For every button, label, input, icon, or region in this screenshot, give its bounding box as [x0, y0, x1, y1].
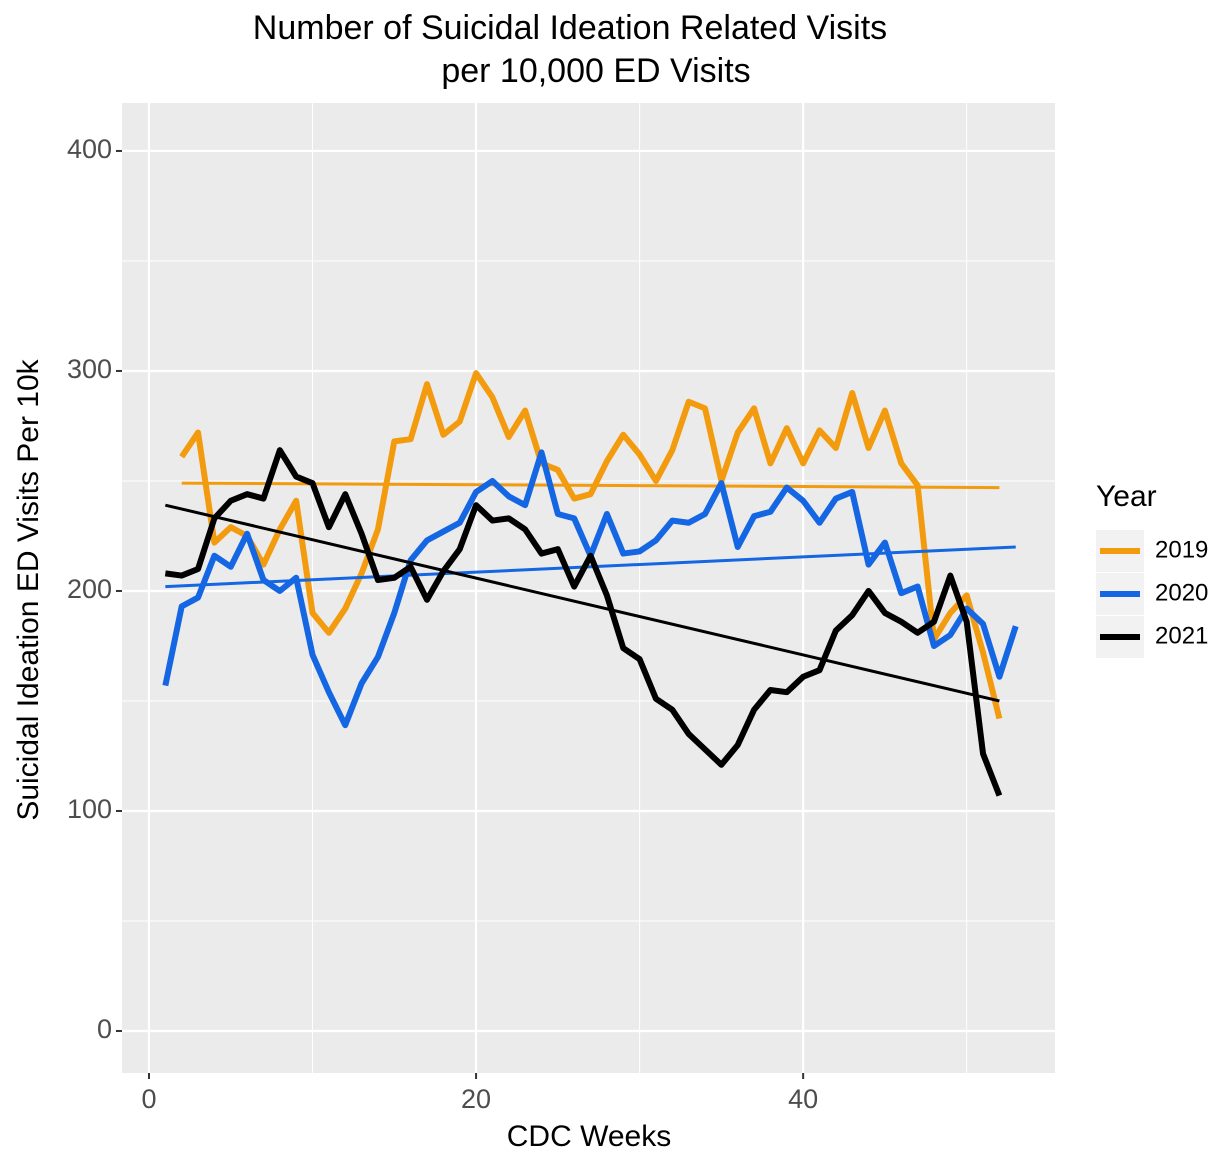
trend-line	[165, 545, 1016, 589]
legend-label: 2021	[1155, 622, 1208, 649]
legend-label: 2020	[1155, 579, 1208, 606]
y-axis-label: Suicidal Ideation ED Visits Per 10k	[12, 358, 45, 820]
legend-label: 2019	[1155, 536, 1208, 563]
y-tick-label: 100	[67, 794, 112, 824]
trend-line	[164, 503, 1000, 703]
legend-title: Year	[1096, 480, 1157, 513]
y-tick-label: 200	[67, 574, 112, 604]
series-line	[164, 447, 1003, 797]
y-tick-label: 300	[67, 354, 112, 384]
trend-line	[181, 481, 1000, 490]
series-line	[179, 370, 1003, 720]
chart-subtitle: per 10,000 ED Visits	[441, 52, 750, 90]
y-tick-label: 400	[67, 134, 112, 164]
x-tick-label: 40	[788, 1084, 818, 1114]
y-tick-label: 0	[97, 1014, 112, 1044]
x-axis-label: CDC Weeks	[507, 1120, 671, 1153]
chart-title: Number of Suicidal Ideation Related Visi…	[253, 9, 887, 47]
x-tick-label: 20	[461, 1084, 491, 1114]
x-tick-label: 0	[141, 1084, 156, 1114]
